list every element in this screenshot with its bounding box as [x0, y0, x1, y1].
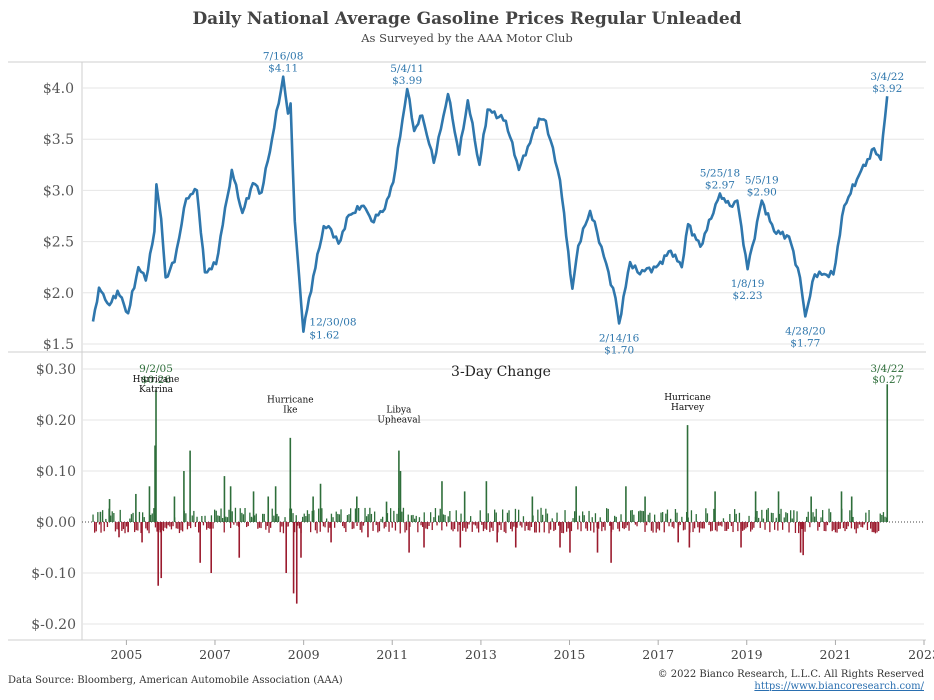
x-tick-label: 2019 [731, 647, 763, 662]
price-series-line [91, 75, 889, 333]
price-y-tick-label: $3.0 [43, 183, 74, 199]
price-annotation-date: 5/25/18 [700, 167, 740, 179]
price-annotation-value: $2.23 [733, 290, 763, 302]
change-annotation-value: $0.27 [872, 374, 902, 386]
data-source-note: Data Source: Bloomberg, American Automob… [8, 675, 343, 686]
price-annotation-value: $2.90 [747, 187, 777, 199]
x-tick-label: 2013 [465, 647, 497, 662]
change-panel-title: 3-Day Change [451, 364, 551, 380]
event-label: Libya [386, 406, 412, 416]
change-annotation-date: 9/2/05 [139, 363, 173, 375]
copyright-text: © 2022 Bianco Research, L.L.C. All Right… [657, 669, 924, 680]
price-annotation-value: $3.99 [392, 75, 422, 87]
change-y-tick-label: $-0.20 [31, 617, 76, 633]
event-label: Hurricane [267, 395, 314, 405]
event-label: Hurricane [664, 393, 711, 403]
price-annotation-date: 2/14/16 [599, 333, 640, 345]
price-annotation-date: 5/4/11 [390, 63, 424, 75]
price-annotation-date: 12/30/08 [309, 317, 356, 329]
chart-subtitle: As Surveyed by the AAA Motor Club [361, 31, 573, 45]
chart-title: Daily National Average Gasoline Prices R… [192, 9, 742, 29]
price-annotation-value: $4.11 [268, 63, 298, 75]
change-annotation-value: $0.26 [141, 374, 171, 386]
price-annotation-value: $1.62 [309, 330, 339, 342]
price-annotation-date: 3/4/22 [870, 71, 904, 83]
price-y-tick-label: $3.5 [43, 132, 74, 148]
price-annotation-date: 5/5/19 [745, 175, 779, 187]
x-tick-label: 2021 [820, 647, 852, 662]
x-tick-label: 2023 [908, 647, 934, 662]
change-y-tick-label: $0.20 [36, 413, 76, 429]
x-tick-label: 2015 [554, 647, 586, 662]
price-annotation-value: $1.77 [790, 337, 820, 349]
price-y-tick-label: $2.0 [43, 286, 74, 302]
x-tick-label: 2017 [642, 647, 674, 662]
footer-credits: © 2022 Bianco Research, L.L.C. All Right… [658, 669, 924, 693]
event-label: Ike [283, 405, 297, 415]
x-tick-label: 2009 [288, 647, 320, 662]
price-annotation-value: $3.92 [872, 83, 902, 95]
event-label: Upheaval [377, 416, 420, 426]
price-annotation-date: 4/28/20 [785, 325, 825, 337]
x-tick-label: 2007 [199, 647, 231, 662]
price-annotation-date: 1/8/19 [731, 278, 765, 290]
event-label: Hurricane [133, 375, 180, 385]
change-y-tick-label: $-0.10 [31, 566, 76, 582]
price-annotation-date: 7/16/08 [263, 51, 303, 63]
price-y-tick-label: $4.0 [43, 81, 74, 97]
x-tick-label: 2005 [110, 647, 142, 662]
change-y-tick-label: $0.00 [36, 515, 76, 531]
change-y-tick-label: $0.30 [36, 362, 76, 378]
price-y-tick-label: $1.5 [43, 337, 74, 353]
change-annotation-date: 3/4/22 [870, 363, 904, 375]
event-label: Harvey [671, 403, 705, 413]
website-link[interactable]: https://www.biancoresearch.com/ [754, 681, 924, 692]
event-label: Katrina [139, 385, 174, 395]
price-y-tick-label: $2.5 [43, 235, 74, 251]
price-annotation-value: $1.70 [604, 345, 634, 357]
change-y-tick-label: $0.10 [36, 464, 76, 480]
price-annotation-value: $2.97 [705, 179, 735, 191]
x-tick-label: 2011 [376, 647, 408, 662]
